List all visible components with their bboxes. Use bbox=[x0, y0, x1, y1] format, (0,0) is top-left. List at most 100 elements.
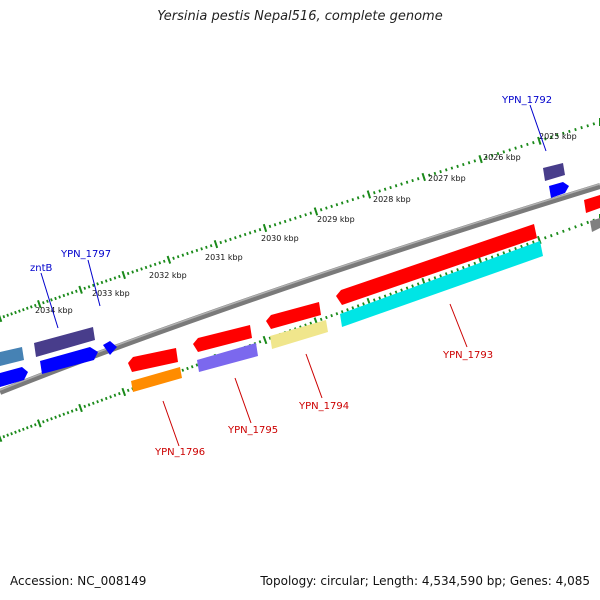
minor-tick bbox=[325, 315, 328, 320]
minor-tick bbox=[126, 388, 130, 393]
minor-tick bbox=[6, 433, 10, 437]
minor-tick bbox=[268, 336, 272, 340]
minor-tick bbox=[46, 418, 49, 422]
minor-tick bbox=[383, 294, 387, 298]
minor-tick bbox=[186, 366, 189, 371]
minor-tick bbox=[75, 408, 78, 412]
minor-tick bbox=[62, 293, 66, 298]
minor-tick bbox=[135, 268, 139, 273]
minor-tick bbox=[273, 223, 277, 227]
minor-tick bbox=[22, 308, 25, 312]
minor-tick bbox=[394, 184, 398, 188]
major-tick bbox=[0, 435, 3, 443]
minor-tick bbox=[340, 310, 344, 314]
minor-tick bbox=[50, 417, 53, 421]
reverse-strand-genes bbox=[128, 224, 543, 392]
minor-tick bbox=[33, 423, 37, 427]
minor-tick bbox=[586, 124, 589, 128]
gene-far-right-red[interactable] bbox=[584, 195, 600, 213]
minor-tick bbox=[346, 199, 349, 203]
minor-tick bbox=[319, 208, 323, 212]
minor-tick bbox=[439, 274, 442, 278]
gene-small-blue-arrow[interactable] bbox=[103, 341, 117, 355]
minor-tick bbox=[330, 204, 333, 208]
gene-label-ypn-1793[interactable]: YPN_1793 bbox=[442, 350, 493, 361]
minor-tick bbox=[520, 244, 523, 249]
gene-left-steelblue[interactable] bbox=[0, 347, 24, 366]
minor-tick bbox=[158, 261, 162, 265]
gene-ypn-1797-feature[interactable] bbox=[40, 347, 98, 374]
gene-red-long-1793[interactable] bbox=[336, 224, 537, 305]
gene-zntb-feature[interactable] bbox=[34, 327, 95, 357]
minor-tick bbox=[268, 224, 272, 228]
gene-label-ypn-1794[interactable]: YPN_1794 bbox=[298, 401, 349, 412]
minor-tick bbox=[405, 180, 409, 184]
ruler-label: 2025 kbp bbox=[539, 132, 577, 141]
gene-far-right-gray[interactable] bbox=[590, 218, 600, 232]
minor-tick bbox=[549, 233, 553, 238]
gene-label-ypn-1796[interactable]: YPN_1796 bbox=[154, 447, 205, 458]
minor-tick bbox=[580, 223, 583, 227]
minor-tick bbox=[248, 231, 252, 235]
minor-tick bbox=[181, 368, 185, 372]
minor-tick bbox=[258, 228, 262, 232]
map-title: Yersinia pestis Nepal516, complete genom… bbox=[157, 9, 443, 24]
minor-tick bbox=[258, 340, 262, 344]
connector-zntb bbox=[40, 272, 59, 329]
gene-label-ypn-1795[interactable]: YPN_1795 bbox=[227, 425, 278, 436]
minor-tick bbox=[243, 232, 247, 237]
minor-tick bbox=[490, 153, 494, 158]
minor-tick bbox=[456, 164, 459, 168]
gene-label-ypn-1792[interactable]: YPN_1792 bbox=[501, 95, 552, 106]
minor-tick bbox=[444, 272, 448, 276]
minor-tick bbox=[335, 312, 339, 316]
minor-tick bbox=[58, 414, 62, 418]
gene-red-upper-1796[interactable] bbox=[128, 348, 178, 372]
gene-blue-arrow-1792[interactable] bbox=[549, 182, 569, 198]
major-tick bbox=[537, 136, 542, 145]
major-tick bbox=[0, 314, 3, 323]
minor-tick bbox=[372, 298, 376, 302]
minor-tick bbox=[562, 229, 565, 233]
minor-tick bbox=[330, 314, 333, 318]
gene-red-upper-1794[interactable] bbox=[266, 302, 321, 329]
minor-tick bbox=[592, 122, 596, 126]
minor-tick bbox=[340, 201, 344, 205]
minor-tick bbox=[562, 131, 565, 135]
gene-label-ypn-1797[interactable]: YPN_1797 bbox=[60, 249, 111, 260]
gene-ypn-1793-feature[interactable] bbox=[340, 241, 543, 327]
minor-tick bbox=[378, 296, 382, 300]
gene-label-zntb[interactable]: zntB bbox=[30, 263, 53, 274]
gene-ypn-1794-feature[interactable] bbox=[270, 320, 328, 349]
minor-tick bbox=[118, 392, 121, 396]
minor-tick bbox=[574, 225, 577, 229]
minor-tick bbox=[450, 166, 454, 170]
minor-tick bbox=[253, 229, 257, 233]
minor-tick bbox=[462, 162, 465, 167]
minor-tick bbox=[96, 400, 99, 404]
ruler-label: 2026 kbp bbox=[483, 153, 521, 162]
gene-red-upper-1795[interactable] bbox=[193, 325, 252, 352]
minor-tick bbox=[229, 237, 232, 241]
major-tick bbox=[78, 285, 83, 294]
major-tick bbox=[313, 207, 319, 216]
connector-ypn-1797 bbox=[87, 259, 101, 307]
minor-tick bbox=[162, 259, 166, 263]
minor-tick bbox=[485, 155, 488, 159]
minor-tick bbox=[378, 189, 381, 193]
gene-left-blue[interactable] bbox=[0, 367, 28, 387]
gene-ypn-1796-feature[interactable] bbox=[131, 367, 182, 392]
minor-tick bbox=[14, 430, 17, 434]
major-tick bbox=[121, 387, 127, 397]
gene-ypn-1792-feature[interactable] bbox=[543, 163, 565, 181]
minor-tick bbox=[433, 276, 437, 280]
minor-tick bbox=[144, 265, 148, 270]
minor-tick bbox=[118, 274, 121, 279]
minor-tick bbox=[532, 141, 535, 145]
genome-info-text: Topology: circular; Length: 4,534,590 bp… bbox=[260, 574, 590, 588]
gene-ypn-1795-feature[interactable] bbox=[197, 343, 258, 372]
minor-tick bbox=[556, 133, 559, 137]
minor-tick bbox=[92, 283, 95, 287]
minor-tick bbox=[87, 403, 91, 407]
minor-tick bbox=[309, 321, 313, 325]
